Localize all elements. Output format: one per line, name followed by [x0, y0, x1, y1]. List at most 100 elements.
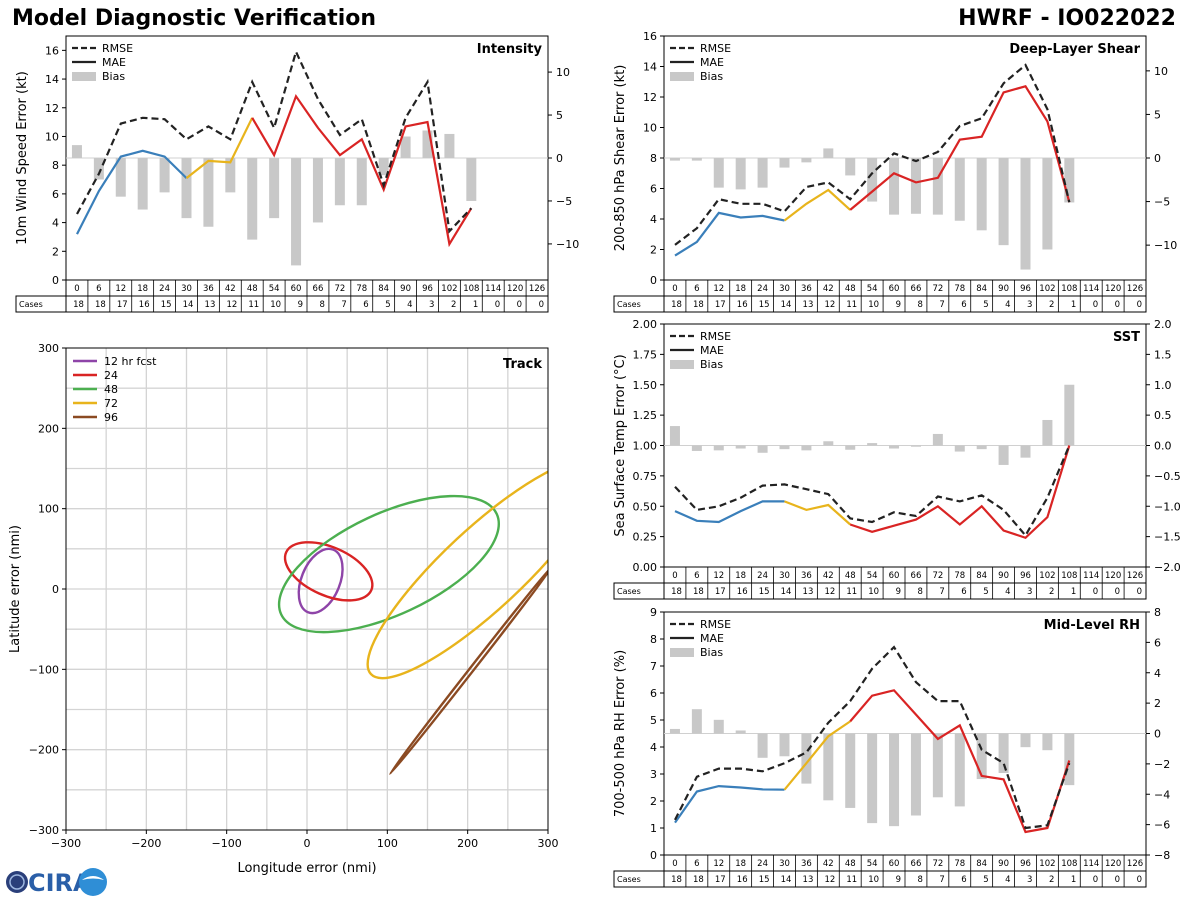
sst-y2tick-label: −0.5 [1154, 470, 1181, 483]
sst-mae-line-early [674, 500, 785, 524]
shear-hour-cell: 24 [757, 284, 768, 294]
intensity-hour-cell: 66 [313, 284, 324, 294]
sst-y2tick-label: 1.5 [1154, 348, 1172, 361]
intensity-ytick-label: 10 [45, 130, 59, 143]
intensity-hour-cell: 60 [291, 284, 302, 294]
rh-case-cell: 17 [715, 875, 726, 885]
shear-ytick-label: 0 [650, 274, 657, 287]
rh-y2tick-label: −6 [1154, 819, 1170, 832]
shear-legend-bias-label: Bias [700, 70, 723, 83]
rh-bias-bar [932, 733, 943, 798]
rh-case-cell: 10 [868, 875, 879, 885]
rh-ytick-label: 5 [650, 714, 657, 727]
sst-ytick-label: 1.50 [633, 379, 658, 392]
intensity-case-cell: 4 [407, 300, 412, 310]
rh-hour-cell: 30 [779, 859, 790, 869]
rh-bias-bar [1064, 733, 1075, 786]
shear-bias-bar [1020, 158, 1031, 270]
rh-bias-bar [823, 733, 834, 801]
rh-hour-cell: 18 [735, 859, 746, 869]
rh-bias-bar [910, 733, 921, 816]
intensity-case-cell: 2 [451, 300, 456, 310]
intensity-rmse-line [76, 48, 473, 234]
track-ellipse-96 [388, 563, 548, 775]
shear-cases-row [613, 295, 1147, 313]
intensity-bias-bar [291, 158, 302, 266]
intensity-ytick-label: 16 [45, 44, 59, 57]
shear-bias-bar [910, 158, 921, 214]
intensity-mae-line-mid [185, 117, 254, 179]
track-ytick-label: 200 [38, 422, 59, 435]
shear-hour-cell: 6 [694, 284, 699, 294]
intensity-y2tick-label: 5 [556, 109, 563, 122]
shear-hour-cell: 102 [1039, 284, 1055, 294]
track-ytick-label: −100 [29, 663, 59, 676]
sst-hour-cell: 0 [672, 571, 677, 581]
intensity-hour-cell: 30 [181, 284, 192, 294]
shear-case-cell: 14 [781, 300, 792, 310]
rh-case-cell: 9 [896, 875, 901, 885]
sst-case-cell: 15 [759, 587, 770, 597]
rh-cases-row [613, 870, 1147, 888]
sst-bias-bar [691, 445, 702, 451]
track-ellipse-12 [297, 547, 344, 615]
rh-case-cell: 15 [759, 875, 770, 885]
sst-bias-bar [1020, 445, 1031, 458]
sst-case-cell: 4 [1005, 587, 1010, 597]
sst-hour-cell: 42 [823, 571, 834, 581]
sst-y2tick-label: −1.0 [1154, 500, 1181, 513]
rh-cases-label: Cases [617, 875, 641, 884]
sst-bias-bar [779, 445, 790, 450]
intensity-bias-bar [159, 158, 170, 193]
shear-hour-cell: 18 [735, 284, 746, 294]
sst-bias-bar [669, 426, 680, 446]
track-ellipse-72 [366, 458, 548, 680]
intensity-case-cell: 8 [319, 300, 324, 310]
intensity-cases-label: Cases [19, 300, 43, 309]
intensity-case-cell: 10 [270, 300, 281, 310]
shear-bias-bar [757, 158, 768, 188]
rh-case-cell: 2 [1049, 875, 1054, 885]
sst-case-cell: 11 [846, 587, 857, 597]
rh-ytick-label: 7 [650, 660, 657, 673]
rh-bias-bar [1042, 733, 1053, 751]
rh-bias-bar [954, 733, 965, 807]
sst-case-cell: 13 [803, 587, 814, 597]
intensity-legend-bias-swatch [72, 72, 96, 81]
intensity-ytick-label: 8 [52, 159, 59, 172]
shear-hour-cell: 66 [911, 284, 922, 294]
intensity-case-cell: 5 [385, 300, 390, 310]
shear-hour-cell: 54 [867, 284, 878, 294]
intensity-bias-bar [269, 158, 280, 219]
rh-mae-line-late [849, 689, 1071, 834]
sst-case-cell: 9 [896, 587, 901, 597]
shear-case-cell: 10 [868, 300, 879, 310]
intensity-case-cell: 18 [73, 300, 84, 310]
sst-bias-bar [998, 445, 1009, 465]
track-legend-label: 24 [104, 369, 118, 382]
intensity-hour-cell: 24 [159, 284, 170, 294]
intensity-case-cell: 9 [298, 300, 303, 310]
sst-y2tick-label: −1.5 [1154, 531, 1181, 544]
shear-bias-bar [713, 158, 724, 188]
rh-bias-bar [1020, 733, 1031, 748]
rh-mae-line-early [674, 784, 785, 824]
rh-bias-bar [757, 733, 768, 758]
track-xtick-label: 0 [304, 837, 311, 850]
track-xtick-label: 200 [457, 837, 478, 850]
shear-y2tick-label: 5 [1154, 108, 1161, 121]
intensity-bias-bar [422, 130, 433, 158]
sst-case-cell: 0 [1137, 587, 1142, 597]
rh-case-cell: 3 [1027, 875, 1032, 885]
shear-case-cell: 16 [737, 300, 748, 310]
rh-legend-bias-swatch [670, 648, 694, 657]
intensity-legend-mae-label: MAE [102, 56, 126, 69]
cira-bird-icon [79, 868, 107, 896]
shear-bias-bar [779, 158, 790, 168]
shear-hour-cell: 96 [1020, 284, 1031, 294]
rh-bias-bar [735, 730, 746, 734]
rh-hour-cell: 42 [823, 859, 834, 869]
shear-ytick-label: 4 [650, 213, 657, 226]
rh-y2tick-label: −4 [1154, 788, 1170, 801]
sst-case-cell: 17 [715, 587, 726, 597]
